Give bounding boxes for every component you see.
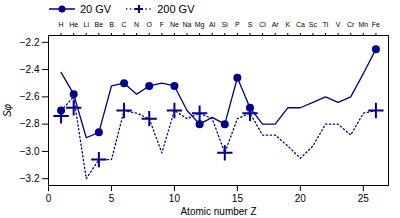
svg-text:O: O xyxy=(147,21,153,28)
html-text:200 GV: 200 GV xyxy=(157,2,195,15)
svg-text:K: K xyxy=(285,21,290,28)
svg-text:Cr: Cr xyxy=(347,21,355,28)
svg-text:H: H xyxy=(59,21,64,28)
svg-text:Li: Li xyxy=(84,21,90,28)
svg-text:B: B xyxy=(109,21,114,28)
svg-text:25: 25 xyxy=(358,193,370,204)
svg-text:N: N xyxy=(134,21,139,28)
svg-text:0: 0 xyxy=(46,193,52,204)
svg-text:Mg: Mg xyxy=(195,21,205,29)
svg-text:Atomic number Z: Atomic number Z xyxy=(180,206,256,217)
svg-text:P: P xyxy=(235,21,240,28)
svg-text:He: He xyxy=(69,21,78,28)
html-text:20 GV: 20 GV xyxy=(80,2,112,15)
svg-text:Ar: Ar xyxy=(272,21,280,28)
svg-text:Fe: Fe xyxy=(372,21,380,28)
svg-text:Ca: Ca xyxy=(296,21,305,28)
svg-text:Sφ: Sφ xyxy=(2,103,13,117)
svg-text:Si: Si xyxy=(222,21,229,28)
svg-text:−2.2: −2.2 xyxy=(20,37,40,48)
svg-text:10: 10 xyxy=(169,193,181,204)
svg-text:Sc: Sc xyxy=(309,21,318,28)
svg-text:C: C xyxy=(122,21,127,28)
svg-text:F: F xyxy=(160,21,164,28)
svg-text:20: 20 xyxy=(295,193,307,204)
svg-text:Mn: Mn xyxy=(358,21,368,28)
svg-text:5: 5 xyxy=(109,193,115,204)
svg-text:Na: Na xyxy=(183,21,192,28)
svg-text:Ne: Ne xyxy=(170,21,179,28)
svg-text:−3.2: −3.2 xyxy=(20,173,40,184)
svg-text:−2.4: −2.4 xyxy=(20,64,40,75)
svg-text:−3.0: −3.0 xyxy=(20,146,40,157)
svg-text:Be: Be xyxy=(95,21,104,28)
svg-text:S: S xyxy=(248,21,253,28)
svg-text:V: V xyxy=(336,21,341,28)
svg-text:−2.6: −2.6 xyxy=(20,91,40,102)
svg-text:Al: Al xyxy=(209,21,216,28)
svg-text:15: 15 xyxy=(232,193,244,204)
svg-text:−2.8: −2.8 xyxy=(20,118,40,129)
svg-text:Cl: Cl xyxy=(259,21,266,28)
svg-text:Ti: Ti xyxy=(323,21,329,28)
